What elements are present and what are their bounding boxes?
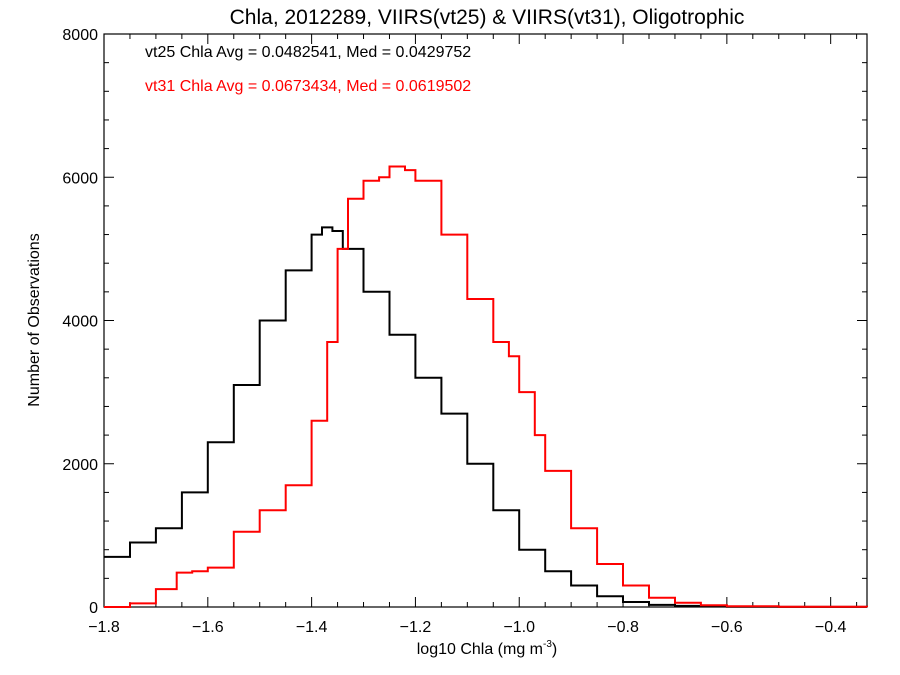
series-line-1 bbox=[104, 165, 868, 608]
x-tick-label: −0.6 bbox=[711, 619, 743, 636]
x-tick-label: −0.8 bbox=[607, 619, 639, 636]
x-tick-label: −1.4 bbox=[296, 619, 328, 636]
x-axis-label-superscript: -3 bbox=[543, 639, 552, 650]
x-tick-label: −0.4 bbox=[815, 619, 847, 636]
x-axis-label-main: log10 Chla (mg m bbox=[417, 641, 543, 658]
series-line-0 bbox=[104, 226, 868, 608]
annotation-vt31: vt31 Chla Avg = 0.0673434, Med = 0.06195… bbox=[145, 78, 471, 95]
y-axis-label: Number of Observations bbox=[26, 233, 43, 406]
chart-title: Chla, 2012289, VIIRS(vt25) & VIIRS(vt31)… bbox=[230, 6, 745, 29]
series-layer bbox=[104, 165, 868, 608]
y-tick-label: 8000 bbox=[62, 27, 98, 44]
y-tick-label: 0 bbox=[89, 600, 98, 617]
x-tick-label: −1.8 bbox=[88, 619, 120, 636]
y-tick-label: 2000 bbox=[62, 457, 98, 474]
plot-frame bbox=[103, 33, 868, 608]
y-tick-label: 4000 bbox=[62, 314, 98, 331]
x-tick-label: −1.2 bbox=[400, 619, 432, 636]
x-tick-label: −1.6 bbox=[192, 619, 224, 636]
y-tick-label: 6000 bbox=[62, 170, 98, 187]
x-axis: −1.8 −1.6 −1.4 −1.2 −1.0 −0.8 −0.6 −0.4 bbox=[88, 34, 858, 636]
y-axis: 0 2000 4000 6000 8000 bbox=[62, 27, 867, 617]
x-tick-label: −1.0 bbox=[503, 619, 535, 636]
x-axis-label-tail: ) bbox=[552, 641, 557, 658]
x-axis-label: log10 Chla (mg m-3) bbox=[417, 639, 558, 658]
annotation-vt25: vt25 Chla Avg = 0.0482541, Med = 0.04297… bbox=[145, 44, 471, 61]
